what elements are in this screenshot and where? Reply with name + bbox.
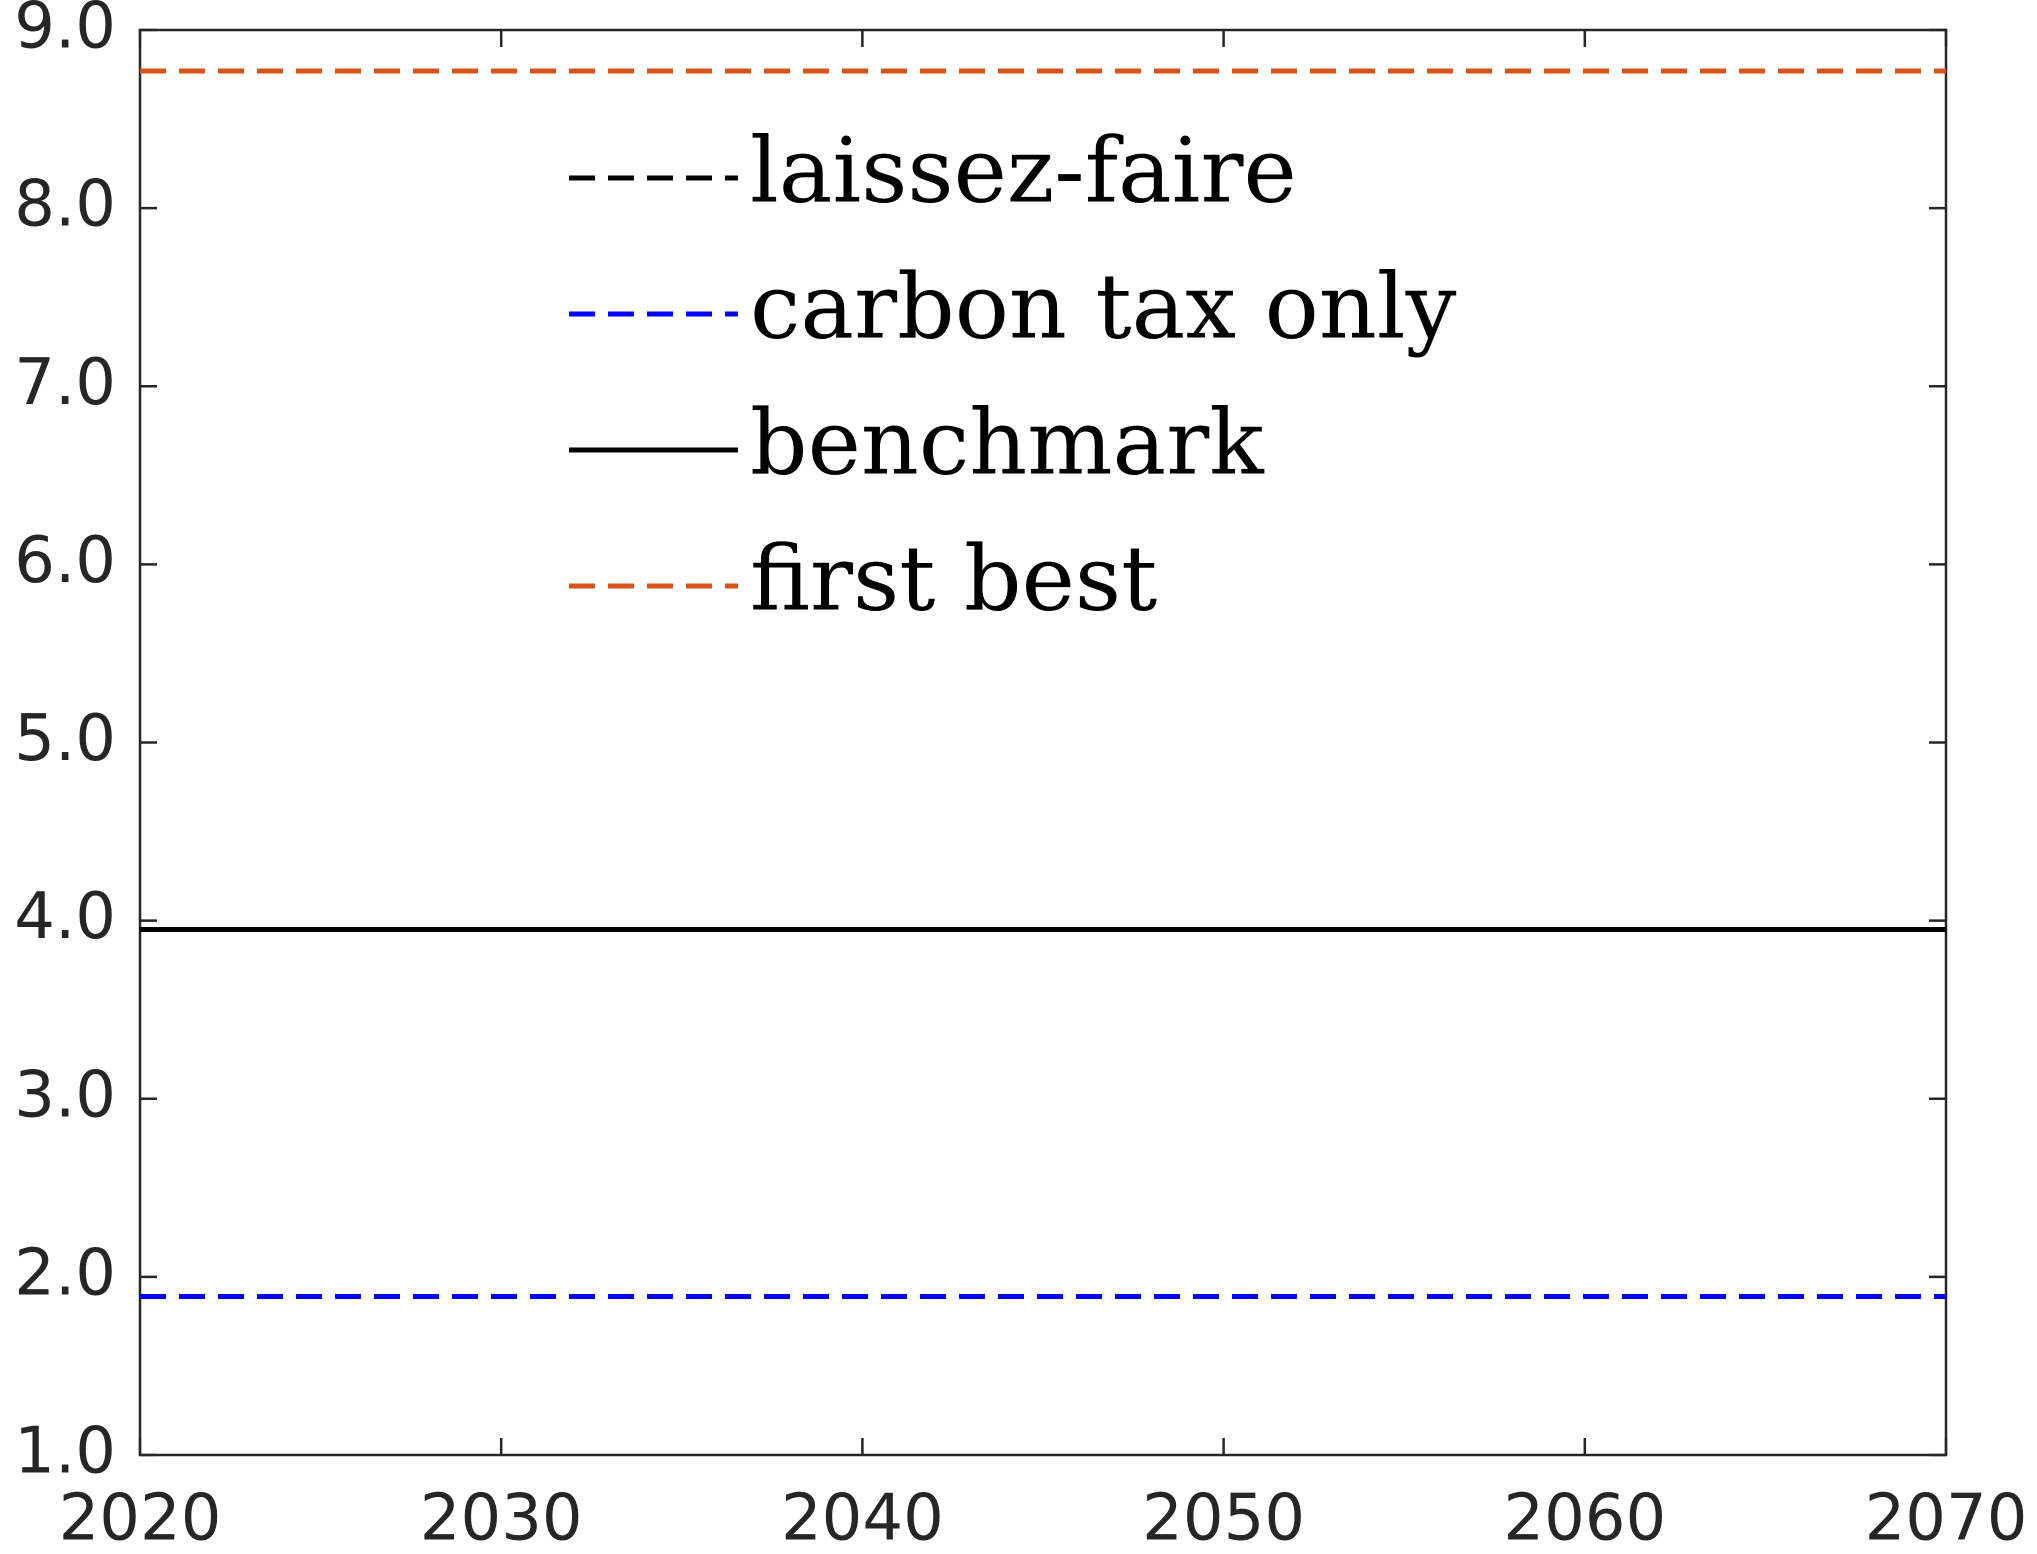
x-tick-label: 2060 [1503, 1482, 1666, 1554]
x-tick-label: 2030 [420, 1482, 583, 1554]
y-tick-label: 2.0 [14, 1236, 116, 1310]
y-tick-label: 7.0 [14, 346, 116, 420]
y-tick-label: 4.0 [14, 880, 116, 954]
x-tick-label: 2050 [1142, 1482, 1305, 1554]
x-tick-label: 2070 [1865, 1482, 2028, 1554]
y-tick-label: 8.0 [14, 168, 116, 242]
y-tick-label: 3.0 [14, 1058, 116, 1132]
legend-label: carbon tax only [750, 254, 1457, 359]
y-tick-label: 6.0 [14, 524, 116, 598]
legend-label: benchmark [750, 390, 1265, 495]
plot-frame [138, 28, 1948, 1457]
x-tick-label: 2040 [781, 1482, 944, 1554]
legend-label: first best [750, 526, 1157, 631]
y-tick-label: 5.0 [14, 702, 116, 776]
y-tick-label: 9.0 [14, 0, 116, 64]
x-tick-label: 2020 [59, 1482, 222, 1554]
y-tick-label: 1.0 [14, 1415, 116, 1489]
legend-label: laissez-faire [750, 118, 1297, 223]
